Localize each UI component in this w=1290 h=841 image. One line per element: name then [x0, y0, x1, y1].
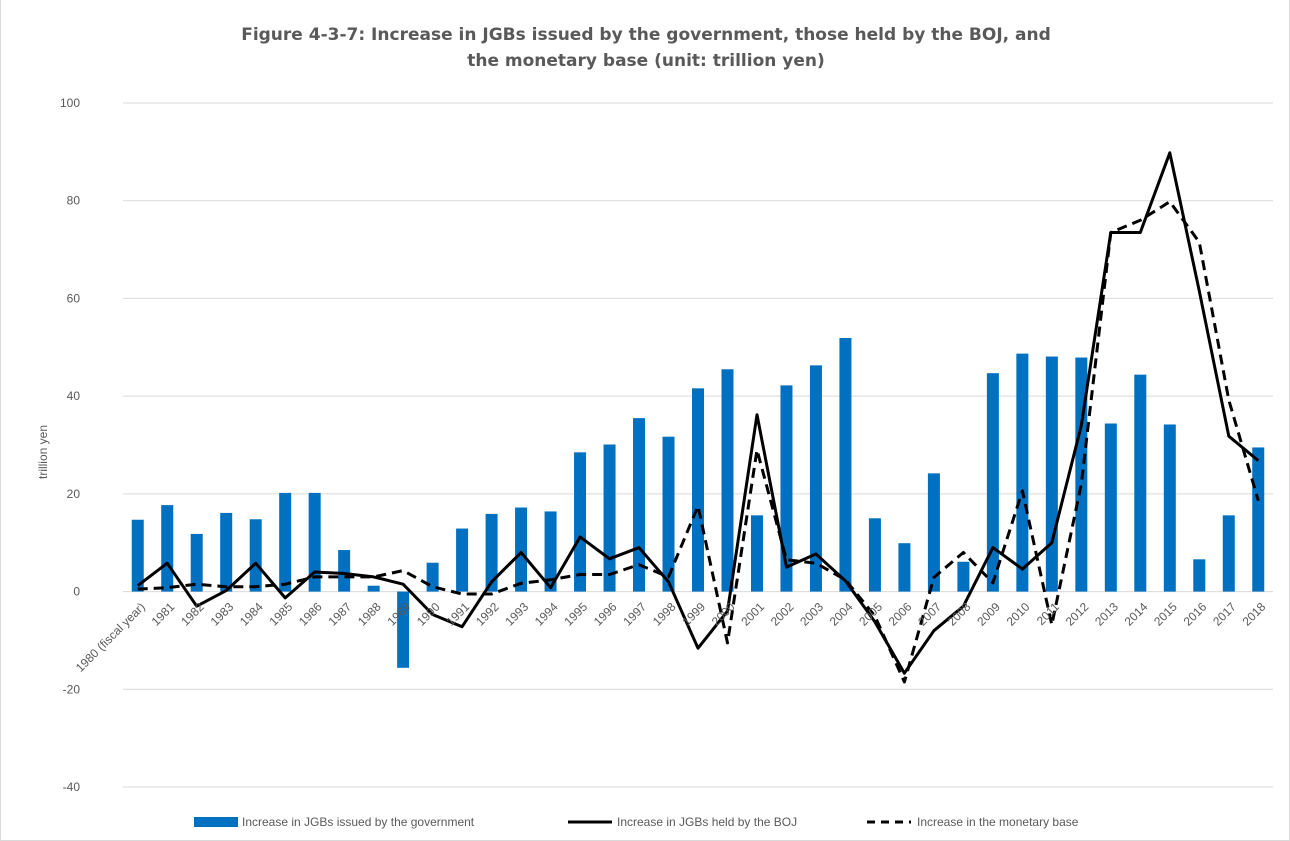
x-tick-label: 1987 — [325, 600, 354, 629]
bar — [692, 388, 704, 592]
x-tick-label: 2014 — [1122, 600, 1151, 629]
bar — [986, 373, 999, 592]
x-tick-label: 2017 — [1210, 600, 1239, 629]
y-tick-label: 0 — [73, 585, 80, 599]
x-tick-label: 2013 — [1092, 600, 1121, 629]
bar — [338, 550, 351, 592]
bar — [249, 519, 262, 592]
bar — [308, 492, 321, 592]
legend-item-monetary-base: Increase in the monetary base — [867, 815, 1079, 829]
x-tick-label: 2011 — [1034, 600, 1062, 628]
bar — [190, 533, 203, 592]
x-tick-label: 2002 — [768, 600, 797, 629]
x-tick-label: 1985 — [267, 600, 296, 629]
bar — [397, 591, 410, 668]
bar — [220, 512, 233, 592]
bar — [485, 513, 498, 592]
x-tick-label: 1990 — [414, 600, 443, 629]
y-tick-label: 60 — [67, 291, 81, 305]
x-tick-label: 2010 — [1004, 600, 1033, 629]
x-tick-label: 2018 — [1240, 600, 1269, 629]
bar — [868, 518, 881, 592]
y-tick-label: 20 — [67, 487, 81, 501]
x-axis-ticks: 1980 (fiscal year) 1981 1982 1983 1984 1985 19… — [73, 600, 1269, 675]
bar — [662, 436, 675, 592]
bar — [1252, 447, 1265, 592]
legend-label-jgb-issued: Increase in JGBs issued by the governmen… — [242, 815, 475, 829]
legend-label-boj-held: Increase in JGBs held by the BOJ — [617, 815, 797, 829]
bar — [898, 543, 911, 592]
bar — [603, 444, 616, 592]
bar — [131, 519, 144, 592]
y-axis-label: trillion yen — [36, 425, 50, 479]
y-tick-label: 40 — [67, 389, 81, 403]
bar — [515, 507, 528, 592]
chart-title-line-2: the monetary base (unit: trillion yen) — [467, 51, 825, 71]
x-tick-label: 2001 — [738, 600, 767, 629]
x-tick-label: 1980 (fiscal year) — [73, 600, 148, 675]
legend-label-monetary-base: Increase in the monetary base — [917, 815, 1079, 829]
x-tick-label: 1999 — [679, 600, 708, 629]
series-line-boj-held — [136, 151, 1260, 675]
bar — [1193, 559, 1206, 592]
x-tick-label: 1997 — [620, 600, 649, 629]
bar — [839, 338, 852, 592]
y-tick-label: -20 — [63, 682, 81, 696]
bar — [750, 515, 763, 592]
y-tick-label: -40 — [63, 780, 81, 794]
bar — [456, 528, 469, 592]
x-tick-label: 2004 — [827, 600, 856, 629]
y-tick-label: 100 — [60, 96, 80, 110]
bar — [780, 385, 793, 592]
x-tick-label: 2015 — [1151, 600, 1180, 629]
bar — [574, 452, 587, 592]
bar — [1045, 356, 1058, 592]
x-tick-label: 1995 — [561, 600, 590, 629]
x-tick-label: 2016 — [1181, 600, 1210, 629]
y-tick-label: 80 — [67, 194, 81, 208]
x-tick-label: 1996 — [591, 600, 620, 629]
y-axis-ticks: -40 -20 0 20 40 60 80 100 — [60, 96, 80, 794]
legend-swatch-jgb-issued — [194, 817, 238, 827]
legend-item-boj-held: Increase in JGBs held by the BOJ — [568, 815, 797, 829]
bar — [809, 365, 822, 592]
bar — [1163, 424, 1176, 592]
line-series — [136, 151, 1260, 684]
chart-title-line-1: Figure 4-3-7: Increase in JGBs issued by… — [241, 25, 1051, 45]
bar — [1222, 515, 1235, 592]
bar — [544, 511, 557, 592]
bar — [1134, 374, 1147, 592]
bar — [1104, 423, 1117, 592]
x-tick-label: 1986 — [296, 600, 325, 629]
x-tick-label: 2009 — [974, 600, 1003, 629]
bar — [721, 369, 734, 592]
legend: Increase in JGBs issued by the governmen… — [194, 815, 1079, 829]
bar — [957, 561, 970, 592]
x-tick-label: 1984 — [237, 600, 266, 629]
x-tick-label: 1981 — [149, 600, 178, 629]
x-tick-label: 2008 — [945, 600, 974, 629]
bar — [279, 492, 292, 592]
x-tick-label: 1998 — [650, 600, 679, 629]
x-tick-label: 2012 — [1063, 600, 1092, 629]
x-tick-label: 1983 — [208, 600, 237, 629]
x-tick-label: 2006 — [886, 600, 915, 629]
legend-item-jgb-issued: Increase in JGBs issued by the governmen… — [194, 815, 475, 829]
bar — [927, 473, 940, 592]
bar — [367, 585, 380, 592]
x-tick-label: 1988 — [355, 600, 384, 629]
x-tick-label: 1993 — [502, 600, 531, 629]
bar — [1016, 353, 1029, 592]
x-tick-label: 1994 — [532, 600, 561, 629]
chart-title: Figure 4-3-7: Increase in JGBs issued by… — [1, 22, 1290, 74]
bar — [161, 505, 174, 592]
x-tick-label: 2003 — [797, 600, 826, 629]
